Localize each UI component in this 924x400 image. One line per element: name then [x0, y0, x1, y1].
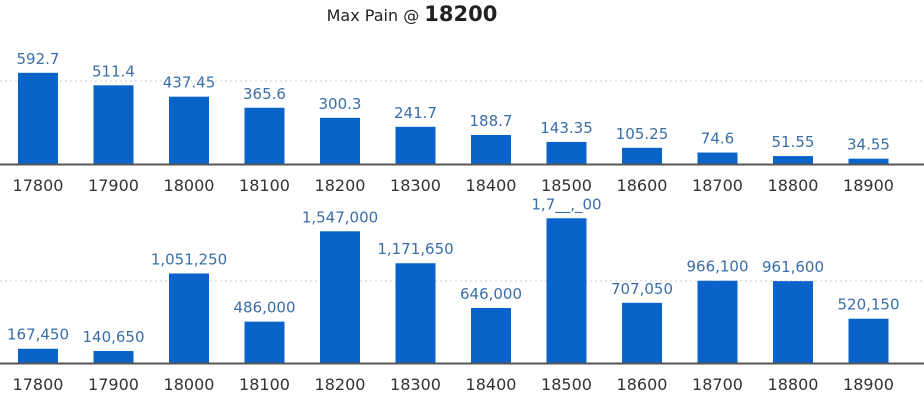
x-tick-label: 18800 [768, 176, 819, 195]
value-label: 167,450 [7, 326, 69, 344]
value-label: 241.7 [394, 104, 437, 122]
value-label: 511.4 [92, 62, 135, 80]
bar [773, 281, 813, 363]
value-label: 1,547,000 [302, 208, 378, 226]
value-label: 966,100 [686, 258, 748, 276]
value-label: 1,171,650 [377, 240, 453, 258]
x-tick-label: 18600 [617, 176, 668, 195]
value-label: 74.6 [701, 130, 734, 148]
x-tick-label: 18000 [164, 176, 215, 195]
value-label: 961,600 [762, 258, 824, 276]
x-tick-label: 18300 [390, 375, 441, 394]
value-label: 592.7 [17, 50, 60, 68]
bar [546, 141, 587, 164]
bar [395, 126, 436, 164]
bar [18, 348, 58, 363]
bar [622, 302, 662, 363]
x-tick-label: 18300 [390, 176, 441, 195]
bar [320, 117, 360, 164]
bar [773, 156, 813, 164]
value-label: 300.3 [319, 95, 362, 113]
x-tick-label: 18500 [541, 375, 592, 394]
value-label: 646,000 [460, 285, 522, 303]
bar [18, 72, 58, 164]
x-tick-label: 18800 [768, 375, 819, 394]
x-tick-label: 18200 [315, 375, 366, 394]
bar [395, 263, 436, 363]
x-tick-label: 18200 [315, 176, 366, 195]
title-strike: 18200 [424, 2, 498, 26]
x-tick-label: 17800 [13, 375, 64, 394]
value-label: 707,050 [611, 280, 673, 298]
x-tick-label: 18100 [239, 176, 290, 195]
bar [471, 307, 511, 363]
value-label: 365.6 [243, 85, 286, 103]
bar [244, 107, 285, 164]
x-tick-label: 18900 [843, 375, 894, 394]
bar [697, 280, 738, 363]
x-tick-label: 18100 [239, 375, 290, 394]
bar [697, 152, 738, 164]
value-label: 437.45 [163, 74, 216, 92]
x-tick-label: 18400 [466, 375, 517, 394]
value-label: 486,000 [233, 299, 295, 317]
value-label: 105.25 [616, 125, 669, 143]
title-prefix: Max Pain @ [326, 6, 420, 25]
bar [546, 218, 587, 363]
x-tick-label: 18500 [541, 176, 592, 195]
bar [93, 85, 134, 164]
x-tick-label: 17800 [13, 176, 64, 195]
bar [93, 351, 134, 363]
x-tick-label: 18400 [466, 176, 517, 195]
x-tick-label: 18900 [843, 176, 894, 195]
value-label: 520,150 [837, 296, 899, 314]
x-tick-label: 18000 [164, 375, 215, 394]
bar [848, 158, 889, 164]
x-tick-label: 18600 [617, 375, 668, 394]
value-label: 143.35 [540, 119, 593, 137]
value-label: 1,051,250 [151, 250, 227, 268]
bar [244, 321, 285, 363]
x-tick-label: 17900 [88, 176, 139, 195]
bar [169, 96, 209, 164]
chart-title: Max Pain @ 18200 [0, 2, 824, 26]
x-tick-label: 18700 [692, 176, 743, 195]
value-label: 51.55 [772, 133, 815, 151]
value-label: 140,650 [82, 328, 144, 346]
bar [169, 273, 209, 363]
value-label: 34.55 [847, 136, 890, 154]
value-label: 188.7 [470, 112, 513, 130]
x-tick-label: 17900 [88, 375, 139, 394]
x-tick-label: 18700 [692, 375, 743, 394]
bar [471, 134, 511, 164]
bar [848, 318, 889, 363]
bar [622, 147, 662, 164]
value-label: 1,7__,_00 [531, 195, 601, 214]
bar [320, 231, 360, 363]
